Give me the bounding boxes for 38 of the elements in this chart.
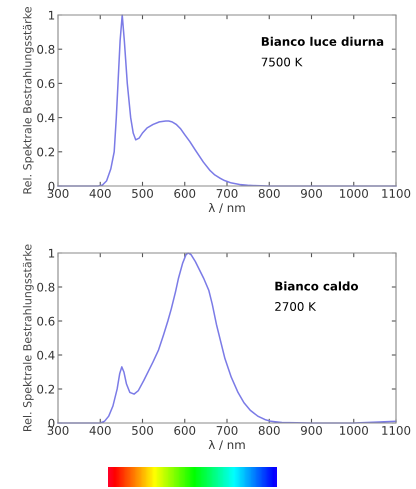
x-tick-label: 600 [174,426,196,435]
y-tick-label: 0.8 [37,44,54,54]
y-tick-label: 0.8 [37,282,54,292]
x-tick-label: 700 [216,188,238,198]
x-axis-title: λ / nm [208,440,245,450]
y-axis-title: Rel. Spektrale Bestrahlungsstärke [22,244,34,432]
annotation: 2700 K [275,302,316,311]
y-tick-label: 0.6 [37,316,54,326]
y-tick-label: 0.6 [37,79,54,88]
annotation: 7500 K [262,58,303,66]
x-tick-label: 1100 [382,426,410,435]
x-tick-label: 1000 [340,426,368,435]
x-tick-label: 500 [132,426,153,435]
x-tick-label: 800 [258,188,280,198]
x-tick-label: 500 [132,188,153,198]
annotation: Bianco luce diurna [262,36,384,46]
x-tick-label: 800 [258,426,280,435]
annotation: Bianco caldo [275,281,358,291]
x-tick-label: 300 [48,188,68,198]
x-tick-label: 600 [174,188,196,198]
line-series [57,14,397,187]
y-tick-label: 0.4 [37,113,55,122]
y-tick-label: 1 [49,10,54,20]
x-tick-label: 400 [90,426,111,435]
x-tick-label: 900 [300,188,322,198]
y-tick-label: 0.2 [37,148,54,156]
x-tick-label: 300 [48,426,68,435]
y-tick-label: 0.4 [37,350,55,360]
x-tick-label: 900 [300,426,322,435]
y-tick-label: 0.2 [37,384,54,394]
x-tick-label: 700 [216,426,238,435]
x-axis-title: λ / nm [208,202,245,214]
x-tick-label: 1100 [382,188,410,198]
y-tick-label: 1 [49,248,54,258]
x-tick-label: 1000 [340,188,368,198]
x-tick-label: 400 [90,188,111,198]
line-series [57,252,397,424]
y-axis-title: Rel. Spektrale Bestrahlungsstärke [22,6,34,194]
